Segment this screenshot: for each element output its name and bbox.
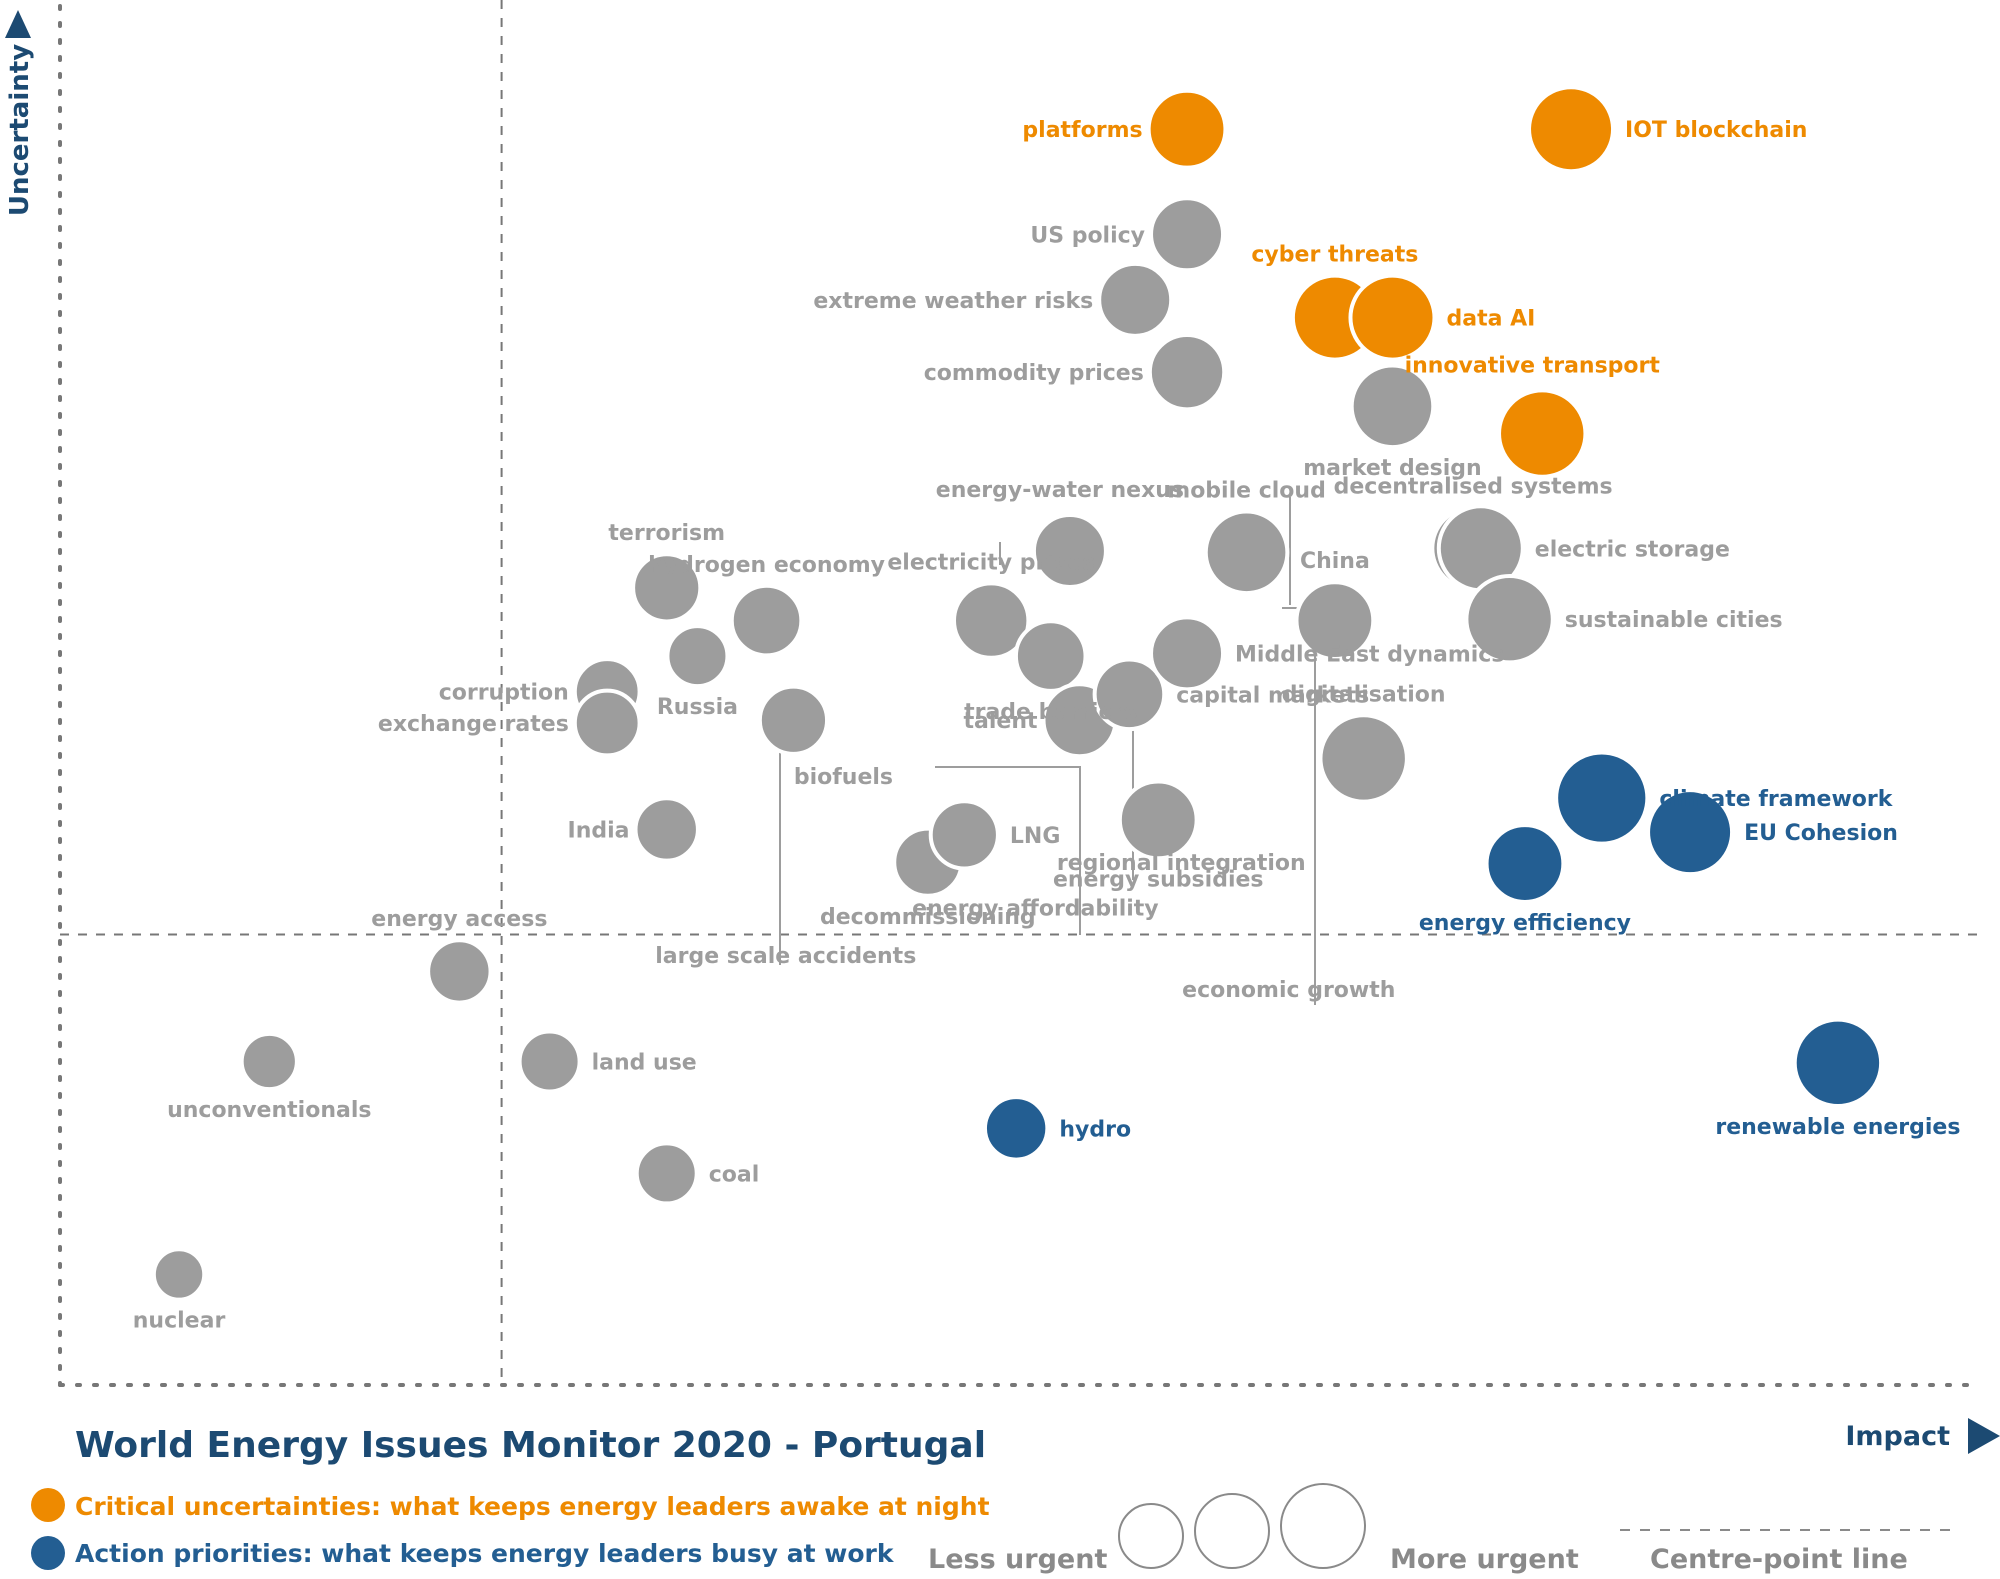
- label-large-scale-accidents: large scale accidents: [655, 944, 916, 969]
- bubble-electricity-prices: [952, 581, 1031, 660]
- label-commodity-prices: commodity prices: [924, 361, 1144, 386]
- bubble-russia: [665, 624, 730, 689]
- label-energy-water-nexus: energy-water nexus: [936, 478, 1184, 503]
- bubble-climate-framework: [1554, 750, 1650, 846]
- bubble-energy-subsidies: [1117, 779, 1199, 861]
- bubble-energy-access: [426, 938, 493, 1005]
- label-india: India: [568, 818, 630, 843]
- label-russia: Russia: [657, 695, 738, 720]
- legend-size-small: [1118, 1503, 1184, 1569]
- legend-less-urgent: Less urgent: [928, 1544, 1107, 1575]
- bubble-hydro: [982, 1095, 1050, 1162]
- label-energy-efficiency: energy efficiency: [1419, 911, 1631, 936]
- label-energy-subsidies: energy subsidies: [1053, 867, 1264, 892]
- label-decommissioning: decommissioning: [820, 905, 1036, 930]
- bubble-trade-barriers: [1013, 619, 1088, 693]
- bubble-us-policy: [1149, 196, 1226, 273]
- label-china: China: [1300, 549, 1370, 574]
- bubble-land-use: [517, 1029, 582, 1094]
- bubble-energy-water-nexus: [1031, 512, 1108, 589]
- legend-action-label: Action priorities: what keeps energy lea…: [75, 1539, 895, 1568]
- bubble-unconventionals: [239, 1031, 299, 1092]
- label-mobile-cloud: mobile cloud: [1167, 479, 1326, 504]
- bubble-terrorism: [631, 552, 703, 624]
- bubble-digitalisation: [1318, 713, 1409, 804]
- label-eu-cohesion: EU Cohesion: [1744, 821, 1898, 846]
- bubble-coal: [634, 1141, 699, 1206]
- label-platforms: platforms: [1022, 118, 1142, 143]
- label-terrorism: terrorism: [608, 521, 725, 546]
- legend-size-large: [1280, 1483, 1366, 1569]
- label-middle-east-dynamics: Middle East dynamics: [1235, 642, 1504, 667]
- label-hydrogen-economy: hydrogen economy: [648, 553, 885, 578]
- chart-title: World Energy Issues Monitor 2020 - Portu…: [75, 1425, 986, 1466]
- label-market-design: market design: [1303, 456, 1481, 481]
- legend-action-dot: [31, 1536, 65, 1570]
- label-electricity-prices: electricity prices: [887, 550, 1095, 575]
- bubble-india: [633, 796, 700, 863]
- legend-critical-label: Critical uncertainties: what keeps energ…: [75, 1492, 990, 1521]
- label-innovative-transport: innovative transport: [1405, 353, 1661, 378]
- bubble-mobile-cloud: [1203, 509, 1290, 596]
- bubble-hydrogen-economy: [729, 583, 804, 658]
- x-axis-arrow-icon: [1968, 1418, 2000, 1454]
- label-decentralised-systems: decentralised systems: [1334, 474, 1613, 499]
- connector-line: [935, 766, 1081, 935]
- legend-more-urgent: More urgent: [1390, 1544, 1579, 1575]
- label-data-ai: data AI: [1446, 307, 1535, 332]
- y-axis-label: Uncertainty: [5, 44, 35, 216]
- bubble-sustainable-cities: [1464, 574, 1555, 665]
- label-hydro: hydro: [1059, 1117, 1131, 1142]
- label-energy-access: energy access: [371, 907, 547, 932]
- label-economic-growth: economic growth: [1182, 978, 1395, 1003]
- bubble-renewable-energies: [1792, 1017, 1884, 1109]
- label-digitalisation: digitalisation: [1282, 682, 1446, 707]
- bubble-china: [1294, 580, 1376, 661]
- label-electric-storage: electric storage: [1535, 537, 1730, 562]
- label-us-policy: US policy: [1030, 223, 1145, 248]
- bubble-energy-efficiency: [1484, 823, 1566, 904]
- bubble-commodity-prices: [1147, 332, 1227, 412]
- bubble-lng: [928, 799, 1000, 871]
- label-corruption: corruption: [439, 681, 569, 706]
- label-climate-framework: climate framework: [1659, 787, 1893, 812]
- bubble-exchange-rates: [572, 688, 642, 758]
- label-extreme-weather-risks: extreme weather risks: [813, 289, 1093, 314]
- label-renewable-energies: renewable energies: [1715, 1115, 1960, 1140]
- bubble-data-ai: [1348, 273, 1437, 362]
- label-trade-barriers: trade barriers: [964, 700, 1137, 725]
- y-axis-arrow-icon: [5, 10, 31, 38]
- label-biofuels: biofuels: [794, 765, 893, 790]
- bubble-biofuels: [757, 684, 830, 756]
- x-axis-label: Impact: [1845, 1421, 1950, 1452]
- label-iot-blockchain: IOT blockchain: [1625, 118, 1807, 143]
- label-coal: coal: [709, 1162, 760, 1187]
- label-capital-markets: capital markets: [1176, 683, 1369, 708]
- label-lng: LNG: [1010, 824, 1060, 849]
- label-sustainable-cities: sustainable cities: [1565, 608, 1783, 633]
- bubble-middle-east-dynamics: [1149, 615, 1226, 692]
- connector-line: [1282, 607, 1316, 1005]
- label-nuclear: nuclear: [133, 1309, 226, 1334]
- bubble-eu-cohesion: [1646, 788, 1735, 877]
- legend-critical-dot: [31, 1488, 65, 1522]
- label-talent: talent: [964, 709, 1038, 734]
- label-unconventionals: unconventionals: [167, 1098, 371, 1123]
- label-exchange-rates: exchange rates: [378, 712, 569, 737]
- bubble-innovative-transport: [1497, 388, 1588, 479]
- bubble-capital-markets: [1092, 657, 1167, 732]
- legend-size-medium: [1194, 1493, 1270, 1569]
- bubble-nuclear: [151, 1247, 207, 1302]
- legend-centre-label: Centre-point line: [1650, 1544, 1908, 1575]
- bubble-iot-blockchain: [1527, 85, 1616, 174]
- bubble-market-design: [1349, 363, 1436, 450]
- label-cyber-threats: cyber threats: [1251, 243, 1418, 268]
- bubble-platforms: [1146, 88, 1228, 170]
- label-regional-integration: regional integration: [1057, 851, 1306, 876]
- label-energy-affordability: energy affordability: [912, 896, 1159, 921]
- bubble-extreme-weather-risks: [1097, 261, 1174, 338]
- label-land-use: land use: [592, 1050, 697, 1075]
